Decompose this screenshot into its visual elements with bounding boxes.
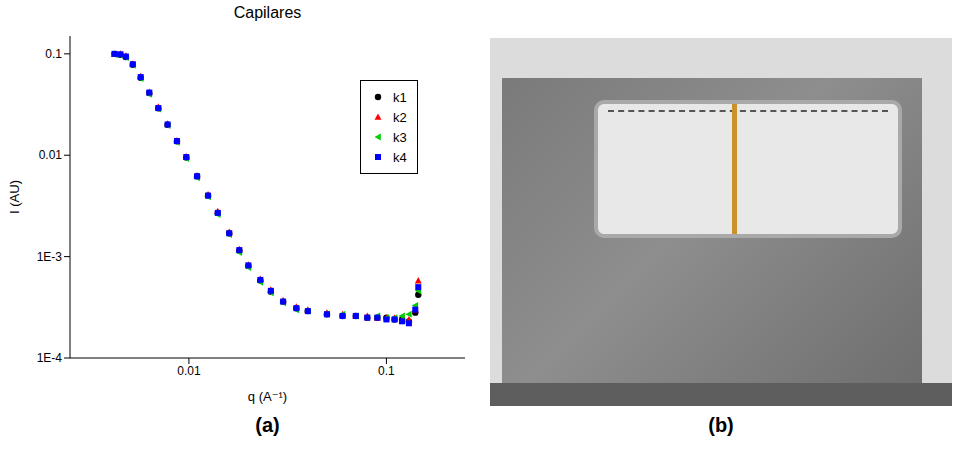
svg-text:0.01: 0.01	[39, 148, 63, 162]
svg-text:0.1: 0.1	[45, 47, 62, 61]
svg-text:1E-3: 1E-3	[37, 250, 63, 264]
html-text:k4: k4	[393, 149, 407, 165]
svg-text:I (AU): I (AU)	[7, 180, 22, 214]
svg-text:q (A⁻¹): q (A⁻¹)	[248, 389, 287, 404]
html-text:Capilares: Capilares	[233, 4, 302, 21]
html-text:k2: k2	[393, 109, 407, 125]
svg-text:1E-4: 1E-4	[37, 351, 63, 365]
html-text:k1: k1	[393, 89, 407, 105]
svg-text:0.1: 0.1	[378, 364, 395, 378]
html-text:(b): (b)	[708, 414, 734, 436]
html-text:k3: k3	[393, 129, 407, 145]
svg-text:0.01: 0.01	[177, 364, 201, 378]
html-text:(a): (a)	[255, 414, 280, 436]
